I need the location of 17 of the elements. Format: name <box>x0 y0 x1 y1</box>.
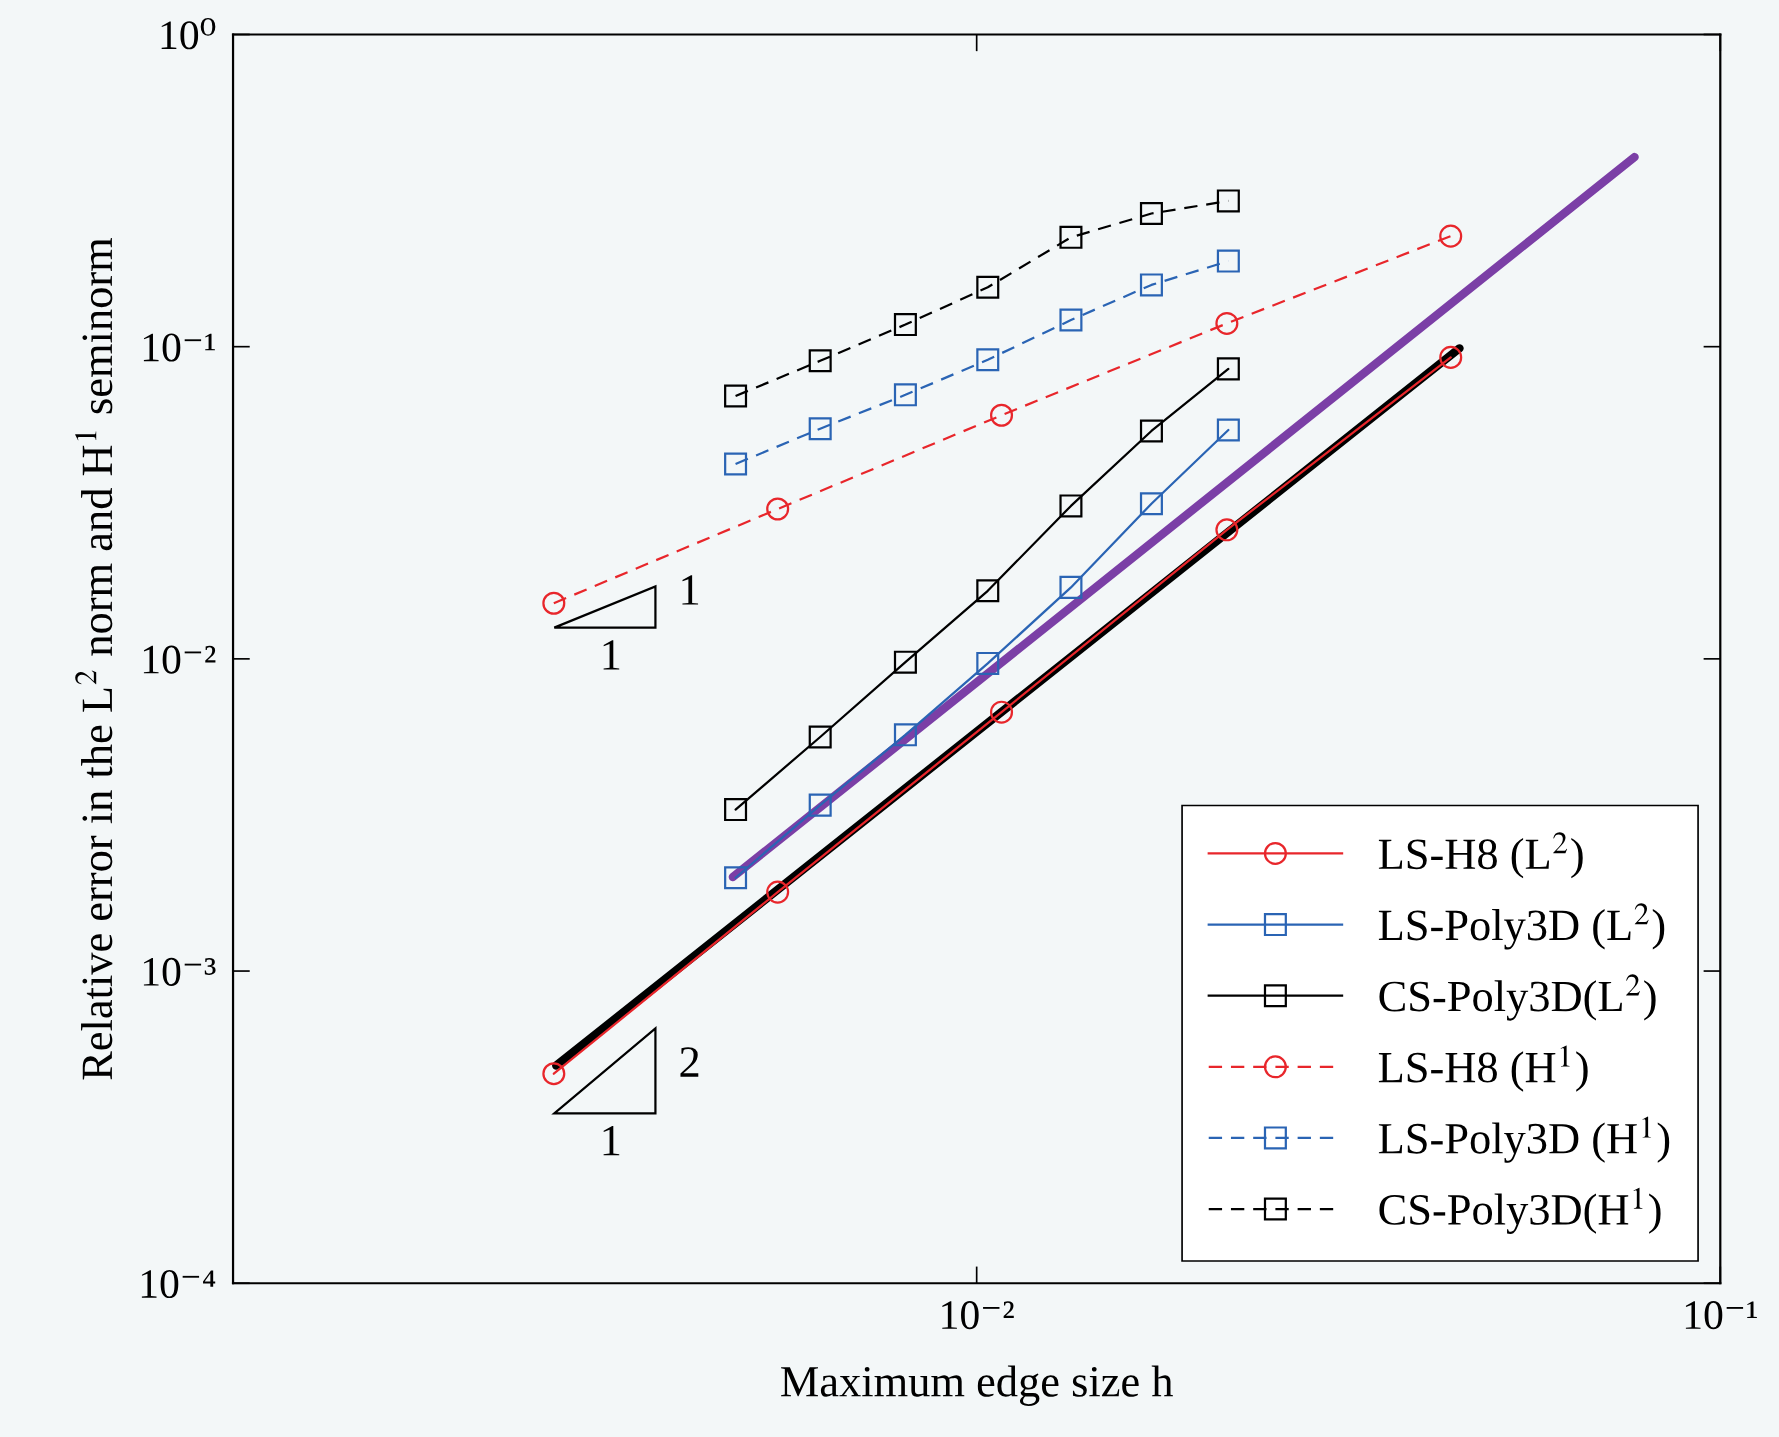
annotation: 1 <box>603 640 620 670</box>
y-axis-title: Relative error in the L$^{2}$ norm and H$^{1}$ seminorm <box>75 237 113 1080</box>
annotation: 2 <box>680 1047 699 1077</box>
legend-label: LS-H8 (L$^{2}$) <box>1378 832 1583 879</box>
legend-label: LS-Poly3D (H$^{1}$) <box>1378 1116 1670 1163</box>
legend-label: LS-Poly3D (L$^{2}$) <box>1378 903 1665 950</box>
legend-label: LS-H8 (H$^{1}$) <box>1378 1045 1588 1092</box>
x-axis-title: Maximum edge size h <box>781 1365 1173 1406</box>
annotation: 1 <box>603 1125 620 1156</box>
y-tick-label: 10⁻¹ <box>143 333 215 362</box>
annotation: 1 <box>682 575 699 605</box>
y-tick-label: 10⁻² <box>143 645 216 674</box>
legend-label: CS-Poly3D(H$^{1}$) <box>1379 1187 1661 1234</box>
y-tick-label: 10⁻⁴ <box>141 1269 216 1299</box>
legend-label: CS-Poly3D(L$^{2}$) <box>1379 974 1656 1021</box>
y-tick-label: 10⁻³ <box>143 957 216 986</box>
y-tick-label: 10⁰ <box>161 18 216 50</box>
